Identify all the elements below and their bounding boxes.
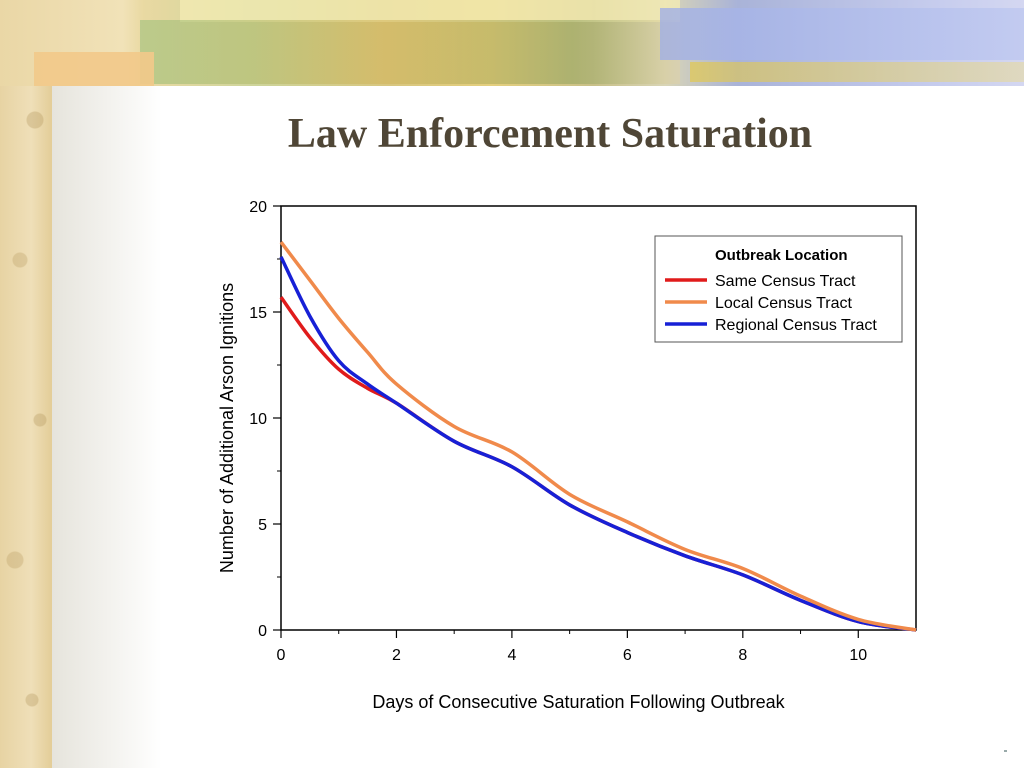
- y-tick-label: 20: [249, 199, 267, 216]
- y-tick-label: 0: [258, 623, 267, 640]
- y-tick-label: 15: [249, 305, 267, 322]
- decorative-left-texture: [0, 0, 52, 768]
- banner-segment: [690, 62, 1024, 82]
- series-line-regional-census-tract: [279, 256, 917, 632]
- x-tick-label: 6: [623, 647, 632, 664]
- banner-segment: [140, 20, 680, 84]
- y-tick-label: 10: [249, 411, 267, 428]
- legend-title: Outbreak Location: [715, 247, 848, 264]
- legend-entry-label: Same Census Tract: [715, 273, 856, 290]
- decorative-left-fade: [52, 86, 162, 768]
- legend-entry-label: Local Census Tract: [715, 295, 853, 312]
- x-tick-label: 8: [738, 647, 747, 664]
- x-tick-label: 4: [507, 647, 516, 664]
- decorative-top-banner: [0, 0, 1024, 86]
- banner-segment: [180, 0, 680, 22]
- series-line-local-census-tract: [279, 240, 917, 632]
- banner-segment: [34, 52, 154, 86]
- banner-segment: [660, 8, 1024, 60]
- x-tick-label: 0: [277, 647, 286, 664]
- y-axis-label: Number of Additional Arson Ignitions: [217, 283, 237, 573]
- line-chart: 0 2 4 6 8 10 0 5 10 15 20 Days of Consecutive Satur…: [217, 199, 917, 712]
- x-tick-label: 2: [392, 647, 401, 664]
- x-axis-label: Days of Consecutive Saturation Following…: [372, 692, 785, 712]
- slide-footer-mark: [1004, 750, 1007, 752]
- y-tick-label: 5: [258, 517, 267, 534]
- slide-title: Law Enforcement Saturation: [287, 111, 813, 157]
- legend-entry-label: Regional Census Tract: [715, 317, 877, 334]
- x-tick-label: 10: [849, 647, 867, 664]
